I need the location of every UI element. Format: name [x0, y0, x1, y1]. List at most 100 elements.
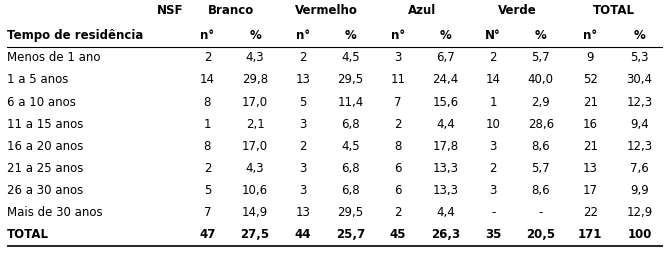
Text: 4,5: 4,5: [341, 51, 360, 64]
Text: 3: 3: [299, 183, 306, 196]
Text: 5: 5: [299, 95, 306, 108]
Text: TOTAL: TOTAL: [593, 4, 635, 17]
Text: 2,9: 2,9: [531, 95, 550, 108]
Text: 6,8: 6,8: [341, 183, 360, 196]
Text: 3: 3: [490, 139, 497, 152]
Text: 4,5: 4,5: [341, 139, 360, 152]
Text: 5,3: 5,3: [630, 51, 649, 64]
Text: 6 a 10 anos: 6 a 10 anos: [7, 95, 76, 108]
Text: 5: 5: [204, 183, 211, 196]
Text: 29,5: 29,5: [337, 205, 363, 218]
Text: 12,9: 12,9: [626, 205, 653, 218]
Text: 11: 11: [391, 73, 405, 86]
Text: 14: 14: [486, 73, 500, 86]
Text: Azul: Azul: [407, 4, 436, 17]
Text: NSF: NSF: [157, 4, 184, 17]
Text: Mais de 30 anos: Mais de 30 anos: [7, 205, 103, 218]
Text: 45: 45: [390, 227, 406, 240]
Text: 2: 2: [299, 139, 306, 152]
Text: 22: 22: [583, 205, 598, 218]
Text: 26 a 30 anos: 26 a 30 anos: [7, 183, 83, 196]
Text: 17,0: 17,0: [242, 95, 268, 108]
Text: 100: 100: [627, 227, 652, 240]
Text: 9,4: 9,4: [630, 117, 649, 130]
Text: 2: 2: [490, 161, 497, 174]
Text: N°: N°: [485, 29, 501, 42]
Text: 6: 6: [394, 183, 402, 196]
Text: Verde: Verde: [498, 4, 537, 17]
Text: 2: 2: [299, 51, 306, 64]
Text: 16 a 20 anos: 16 a 20 anos: [7, 139, 83, 152]
Text: 30,4: 30,4: [626, 73, 653, 86]
Text: 4,3: 4,3: [246, 51, 265, 64]
Text: -: -: [491, 205, 495, 218]
Text: 4,4: 4,4: [436, 205, 455, 218]
Text: n°: n°: [391, 29, 405, 42]
Text: 13,3: 13,3: [433, 183, 458, 196]
Text: 8,6: 8,6: [531, 183, 550, 196]
Text: 14,9: 14,9: [242, 205, 268, 218]
Text: 17,0: 17,0: [242, 139, 268, 152]
Text: 47: 47: [199, 227, 216, 240]
Text: 2: 2: [204, 161, 211, 174]
Text: 29,5: 29,5: [337, 73, 363, 86]
Text: 8,6: 8,6: [531, 139, 550, 152]
Text: 21 a 25 anos: 21 a 25 anos: [7, 161, 83, 174]
Text: Branco: Branco: [208, 4, 255, 17]
Text: %: %: [344, 29, 356, 42]
Text: 11,4: 11,4: [337, 95, 363, 108]
Text: 10,6: 10,6: [242, 183, 268, 196]
Text: 7: 7: [394, 95, 402, 108]
Text: 8: 8: [394, 139, 401, 152]
Text: 15,6: 15,6: [433, 95, 459, 108]
Text: %: %: [535, 29, 547, 42]
Text: 9: 9: [586, 51, 594, 64]
Text: 3: 3: [299, 117, 306, 130]
Text: 13: 13: [583, 161, 598, 174]
Text: 24,4: 24,4: [432, 73, 459, 86]
Text: 5,7: 5,7: [531, 161, 550, 174]
Text: 6,8: 6,8: [341, 117, 360, 130]
Text: 7: 7: [204, 205, 211, 218]
Text: Menos de 1 ano: Menos de 1 ano: [7, 51, 100, 64]
Text: 44: 44: [294, 227, 311, 240]
Text: 8: 8: [204, 139, 211, 152]
Text: 27,5: 27,5: [241, 227, 269, 240]
Text: 21: 21: [583, 139, 598, 152]
Text: 4,3: 4,3: [246, 161, 265, 174]
Text: 17: 17: [583, 183, 598, 196]
Text: 8: 8: [204, 95, 211, 108]
Text: 35: 35: [485, 227, 501, 240]
Text: TOTAL: TOTAL: [7, 227, 49, 240]
Text: 12,3: 12,3: [626, 95, 653, 108]
Text: 1: 1: [490, 95, 497, 108]
Text: 2: 2: [490, 51, 497, 64]
Text: 171: 171: [578, 227, 602, 240]
Text: 1 a 5 anos: 1 a 5 anos: [7, 73, 68, 86]
Text: 1: 1: [204, 117, 211, 130]
Text: 12,3: 12,3: [626, 139, 653, 152]
Text: 21: 21: [583, 95, 598, 108]
Text: -: -: [539, 205, 543, 218]
Text: 13: 13: [295, 73, 310, 86]
Text: n°: n°: [200, 29, 214, 42]
Text: 4,4: 4,4: [436, 117, 455, 130]
Text: 20,5: 20,5: [526, 227, 555, 240]
Text: 3: 3: [490, 183, 497, 196]
Text: 2: 2: [204, 51, 211, 64]
Text: 40,0: 40,0: [528, 73, 554, 86]
Text: %: %: [634, 29, 645, 42]
Text: 28,6: 28,6: [528, 117, 554, 130]
Text: 14: 14: [200, 73, 215, 86]
Text: 6,8: 6,8: [341, 161, 360, 174]
Text: n°: n°: [295, 29, 310, 42]
Text: 29,8: 29,8: [242, 73, 268, 86]
Text: 52: 52: [583, 73, 598, 86]
Text: 3: 3: [394, 51, 401, 64]
Text: 7,6: 7,6: [630, 161, 649, 174]
Text: 10: 10: [486, 117, 500, 130]
Text: Vermelho: Vermelho: [295, 4, 358, 17]
Text: 6: 6: [394, 161, 402, 174]
Text: 2: 2: [394, 205, 402, 218]
Text: 2: 2: [394, 117, 402, 130]
